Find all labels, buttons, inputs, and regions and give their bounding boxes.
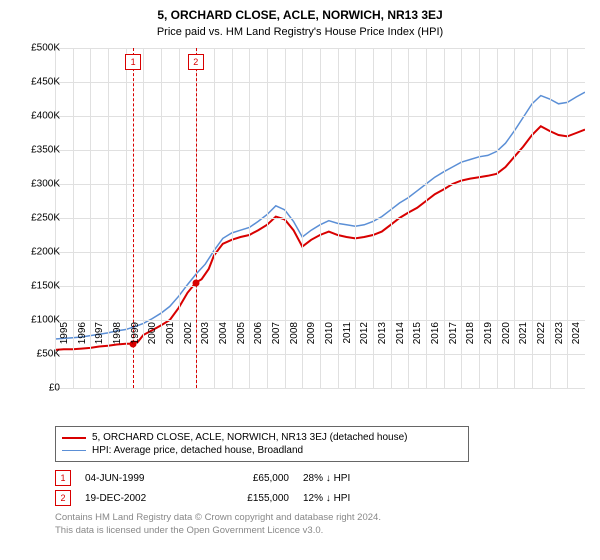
gridline-v [479,48,480,388]
sale-marker-badge: 2 [188,54,204,70]
y-axis-tick: £100K [10,315,60,326]
sales-badge: 1 [55,470,71,486]
gridline-v [179,48,180,388]
x-axis-tick: 2014 [395,322,406,362]
x-axis-tick: 2019 [483,322,494,362]
y-axis-tick: £250K [10,213,60,224]
legend-item: 5, ORCHARD CLOSE, ACLE, NORWICH, NR13 3E… [62,431,462,444]
gridline-v [514,48,515,388]
legend-label: 5, ORCHARD CLOSE, ACLE, NORWICH, NR13 3E… [92,432,407,443]
y-axis-tick: £150K [10,281,60,292]
x-axis-tick: 2013 [377,322,388,362]
sales-row: 2 19-DEC-2002 £155,000 12% ↓ HPI [55,488,403,508]
gridline-v [461,48,462,388]
legend-swatch [62,437,86,439]
legend-label: HPI: Average price, detached house, Broa… [92,445,303,456]
gridline-v [143,48,144,388]
x-axis-tick: 2021 [518,322,529,362]
x-axis-tick: 2015 [412,322,423,362]
gridline-v [567,48,568,388]
x-axis-tick: 2020 [501,322,512,362]
gridline-v [214,48,215,388]
gridline-v [126,48,127,388]
gridline-v [161,48,162,388]
gridline-v [391,48,392,388]
x-axis-tick: 2009 [306,322,317,362]
sales-delta: 12% ↓ HPI [303,493,403,504]
gridline-v [232,48,233,388]
gridline-h [55,388,585,389]
x-axis-tick: 2012 [359,322,370,362]
x-axis-tick: 2005 [236,322,247,362]
gridline-v [249,48,250,388]
sales-row: 1 04-JUN-1999 £65,000 28% ↓ HPI [55,468,403,488]
y-axis-tick: £400K [10,111,60,122]
sale-marker-dot [192,279,199,286]
x-axis-tick: 1995 [59,322,70,362]
chart-title: 5, ORCHARD CLOSE, ACLE, NORWICH, NR13 3E… [0,0,600,22]
y-axis-tick: £200K [10,247,60,258]
y-axis-tick: £50K [10,349,60,360]
y-axis-tick: £300K [10,179,60,190]
gridline-v [73,48,74,388]
x-axis-tick: 1999 [130,322,141,362]
x-axis-tick: 2016 [430,322,441,362]
x-axis-tick: 2011 [342,322,353,362]
x-axis-tick: 2006 [253,322,264,362]
x-axis-tick: 1996 [77,322,88,362]
y-axis-tick: £450K [10,77,60,88]
gridline-v [426,48,427,388]
x-axis-tick: 2001 [165,322,176,362]
gridline-v [532,48,533,388]
legend-item: HPI: Average price, detached house, Broa… [62,444,462,457]
sales-badge: 2 [55,490,71,506]
x-axis-tick: 2022 [536,322,547,362]
sales-date: 04-JUN-1999 [85,473,195,484]
y-axis-tick: £0 [10,383,60,394]
gridline-v [108,48,109,388]
gridline-v [355,48,356,388]
x-axis-tick: 2024 [571,322,582,362]
gridline-v [90,48,91,388]
x-axis-tick: 2002 [183,322,194,362]
sales-delta: 28% ↓ HPI [303,473,403,484]
legend-swatch [62,450,86,451]
gridline-v [267,48,268,388]
sales-price: £65,000 [209,473,289,484]
x-axis-tick: 1998 [112,322,123,362]
x-axis-tick: 2000 [147,322,158,362]
gridline-v [285,48,286,388]
sale-marker-badge: 1 [125,54,141,70]
sales-price: £155,000 [209,493,289,504]
gridline-v [497,48,498,388]
x-axis-tick: 2023 [554,322,565,362]
x-axis-tick: 1997 [94,322,105,362]
sale-marker-line [196,48,197,388]
x-axis-tick: 2008 [289,322,300,362]
gridline-v [302,48,303,388]
x-axis-tick: 2004 [218,322,229,362]
footnote: Contains HM Land Registry data © Crown c… [55,512,381,538]
footnote-line: This data is licensed under the Open Gov… [55,525,381,538]
x-axis-tick: 2018 [465,322,476,362]
x-axis-tick: 2010 [324,322,335,362]
y-axis-tick: £500K [10,43,60,54]
x-axis-tick: 2003 [200,322,211,362]
chart-subtitle: Price paid vs. HM Land Registry's House … [0,22,600,42]
sales-table: 1 04-JUN-1999 £65,000 28% ↓ HPI 2 19-DEC-2002… [55,468,403,508]
y-axis-tick: £350K [10,145,60,156]
footnote-line: Contains HM Land Registry data © Crown c… [55,512,381,525]
sales-date: 19-DEC-2002 [85,493,195,504]
gridline-v [338,48,339,388]
gridline-v [550,48,551,388]
gridline-v [373,48,374,388]
x-axis-tick: 2007 [271,322,282,362]
gridline-v [320,48,321,388]
chart-legend: 5, ORCHARD CLOSE, ACLE, NORWICH, NR13 3E… [55,426,469,462]
gridline-v [444,48,445,388]
gridline-v [408,48,409,388]
x-axis-tick: 2017 [448,322,459,362]
